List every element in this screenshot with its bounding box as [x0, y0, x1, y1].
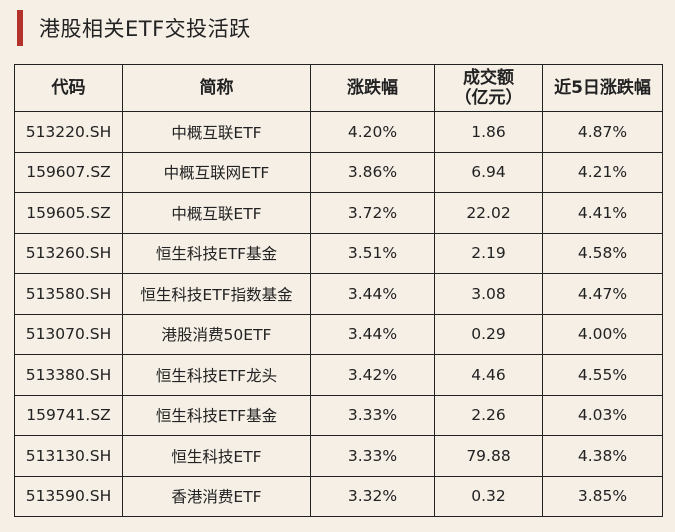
cell-turnover: 79.88	[434, 435, 543, 477]
cell-change: 3.72%	[310, 192, 435, 234]
header-turnover-label: 成交额	[463, 68, 514, 88]
cell-turnover: 1.86	[434, 111, 543, 153]
cell-5day-change: 4.21%	[542, 151, 663, 193]
header-code-label: 代码	[51, 78, 86, 98]
cell-code: 159741.SZ	[14, 394, 123, 436]
header-5day-change: 近5日涨跌幅	[542, 64, 663, 112]
cell-change: 3.86%	[310, 151, 435, 193]
cell-name: 恒生科技ETF基金	[122, 232, 311, 274]
cell-name: 香港消费ETF	[122, 475, 311, 517]
cell-5day-change: 4.58%	[542, 232, 663, 274]
table-header-row: 代码 简称 涨跌幅 成交额 （亿元） 近5日涨跌幅	[14, 64, 663, 112]
table-row: 159741.SZ 恒生科技ETF基金 3.33% 2.26 4.03%	[14, 394, 663, 436]
table-row: 513380.SH 恒生科技ETF龙头 3.42% 4.46 4.55%	[14, 354, 663, 396]
cell-turnover: 3.08	[434, 273, 543, 315]
cell-code: 513380.SH	[14, 354, 123, 396]
table-row: 159607.SZ 中概互联网ETF 3.86% 6.94 4.21%	[14, 151, 663, 193]
cell-change: 3.42%	[310, 354, 435, 396]
table-row: 513220.SH 中概互联ETF 4.20% 1.86 4.87%	[14, 111, 663, 153]
cell-turnover: 4.46	[434, 354, 543, 396]
cell-name: 中概互联ETF	[122, 192, 311, 234]
cell-turnover: 0.29	[434, 313, 543, 355]
title-bar: 港股相关ETF交投活跃	[17, 10, 251, 46]
cell-change: 3.44%	[310, 313, 435, 355]
cell-5day-change: 4.38%	[542, 435, 663, 477]
cell-5day-change: 4.00%	[542, 313, 663, 355]
cell-code: 513220.SH	[14, 111, 123, 153]
cell-code: 513070.SH	[14, 313, 123, 355]
header-name-label: 简称	[199, 78, 234, 98]
cell-change: 4.20%	[310, 111, 435, 153]
table-row: 159605.SZ 中概互联ETF 3.72% 22.02 4.41%	[14, 192, 663, 234]
cell-name: 恒生科技ETF	[122, 435, 311, 477]
cell-change: 3.33%	[310, 394, 435, 436]
cell-5day-change: 4.47%	[542, 273, 663, 315]
cell-5day-change: 4.41%	[542, 192, 663, 234]
header-turnover-unit: （亿元）	[454, 88, 523, 108]
cell-5day-change: 4.03%	[542, 394, 663, 436]
cell-change: 3.44%	[310, 273, 435, 315]
cell-code: 159605.SZ	[14, 192, 123, 234]
cell-name: 恒生科技ETF龙头	[122, 354, 311, 396]
table-body: 513220.SH 中概互联ETF 4.20% 1.86 4.87% 159607.SZ 中…	[14, 111, 663, 517]
cell-name: 港股消费50ETF	[122, 313, 311, 355]
cell-name: 中概互联ETF	[122, 111, 311, 153]
table-row: 513590.SH 香港消费ETF 3.32% 0.32 3.85%	[14, 475, 663, 517]
cell-code: 513130.SH	[14, 435, 123, 477]
cell-code: 159607.SZ	[14, 151, 123, 193]
cell-turnover: 2.19	[434, 232, 543, 274]
cell-turnover: 6.94	[434, 151, 543, 193]
header-name: 简称	[122, 64, 311, 112]
header-code: 代码	[14, 64, 123, 112]
header-5day-change-label: 近5日涨跌幅	[554, 78, 651, 98]
cell-code: 513590.SH	[14, 475, 123, 517]
etf-table: 代码 简称 涨跌幅 成交额 （亿元） 近5日涨跌幅 513220.SH 中概互联E…	[14, 64, 663, 517]
cell-name: 恒生科技ETF指数基金	[122, 273, 311, 315]
cell-turnover: 2.26	[434, 394, 543, 436]
table-row: 513580.SH 恒生科技ETF指数基金 3.44% 3.08 4.47%	[14, 273, 663, 315]
cell-5day-change: 4.55%	[542, 354, 663, 396]
cell-turnover: 0.32	[434, 475, 543, 517]
cell-name: 中概互联网ETF	[122, 151, 311, 193]
cell-change: 3.33%	[310, 435, 435, 477]
cell-turnover: 22.02	[434, 192, 543, 234]
header-change-label: 涨跌幅	[347, 78, 398, 98]
table-row: 513260.SH 恒生科技ETF基金 3.51% 2.19 4.58%	[14, 232, 663, 274]
cell-code: 513260.SH	[14, 232, 123, 274]
table-row: 513130.SH 恒生科技ETF 3.33% 79.88 4.38%	[14, 435, 663, 477]
cell-change: 3.32%	[310, 475, 435, 517]
cell-name: 恒生科技ETF基金	[122, 394, 311, 436]
cell-change: 3.51%	[310, 232, 435, 274]
cell-5day-change: 3.85%	[542, 475, 663, 517]
title-accent-bar	[17, 10, 23, 46]
table-row: 513070.SH 港股消费50ETF 3.44% 0.29 4.00%	[14, 313, 663, 355]
page-title: 港股相关ETF交投活跃	[39, 17, 251, 41]
header-change: 涨跌幅	[310, 64, 435, 112]
header-turnover: 成交额 （亿元）	[434, 64, 543, 112]
cell-code: 513580.SH	[14, 273, 123, 315]
cell-5day-change: 4.87%	[542, 111, 663, 153]
